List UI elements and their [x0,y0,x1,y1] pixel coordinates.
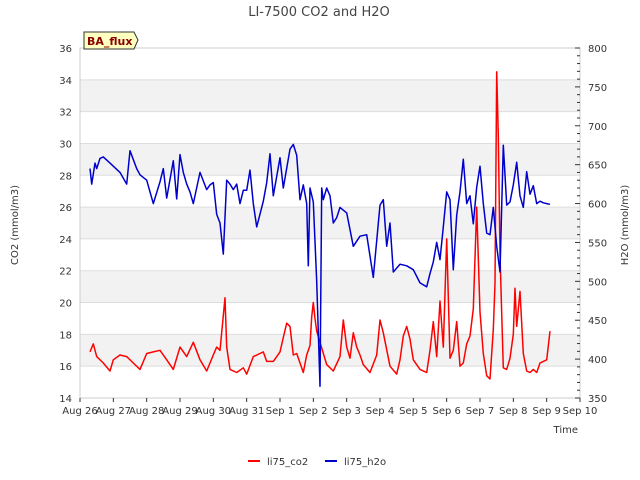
tick-label-x: Sep 10 [563,406,598,417]
left-axis: 14 16 18 20 22 24 26 28 30 32 34 36 [59,44,72,405]
tick-label-right: 450 [588,316,607,327]
band [80,79,580,112]
tick-label-x: Sep 8 [499,406,527,417]
y-axis-label-left: CO2 (mmol/m3) [10,185,21,265]
chart-title: LI-7500 CO2 and H2O [248,5,390,20]
tick-label-left: 28 [59,171,72,182]
tick-label-left: 24 [59,235,72,246]
badge: BA_flux [83,31,139,50]
tick-label-x: Sep 7 [466,406,494,417]
x-axis-label: Time [553,425,578,436]
tick-label-right: 550 [588,238,607,249]
background-bands [80,79,580,367]
tick-label-right: 600 [588,200,607,211]
right-axis: 350 400 450 500 550 600 650 700 750 800 [575,44,607,405]
tick-label-x: Sep 4 [366,406,394,417]
tick-label-x: Aug 30 [196,406,231,417]
tick-label-left: 14 [59,394,72,405]
tick-label-right: 800 [588,44,607,55]
tick-label-x: Aug 29 [162,406,197,417]
tick-label-right: 650 [588,161,607,172]
tick-label-x: Aug 26 [62,406,97,417]
tick-label-x: Sep 5 [399,406,427,417]
tick-label-x: Sep 2 [299,406,327,417]
tick-label-right: 500 [588,277,607,288]
tick-label-right: 700 [588,122,607,133]
tick-label-x: Aug 31 [229,406,264,417]
series-lines [89,71,551,388]
tick-label-x: Sep 1 [266,406,294,417]
tick-label-left: 34 [59,76,72,87]
tick-label-x: Sep 6 [432,406,460,417]
tick-label-right: 400 [588,355,607,366]
band [80,270,580,303]
plot-frame [79,47,581,399]
y-axis-label-right: H2O (mmol/m3) [620,185,631,266]
tick-label-x: Sep 3 [332,406,360,417]
band [80,207,580,239]
badge-text: BA_flux [87,35,132,48]
tick-label-left: 30 [59,139,72,150]
tick-label-left: 18 [59,330,72,341]
tick-label-left: 20 [59,299,72,310]
tick-label-right: 750 [588,83,607,94]
legend-label-li75_h2o: li75_h2o [344,457,386,468]
tick-label-left: 22 [59,267,72,278]
tick-label-left: 16 [59,362,72,373]
tick-label-left: 36 [59,44,72,55]
tick-label-left: 32 [59,108,72,119]
series-line-li75_h2o [89,143,551,388]
legend: li75_co2 li75_h2o [248,457,386,468]
band [80,334,580,367]
series-line-li75_co2 [89,71,551,380]
legend-label-li75_co2: li75_co2 [267,457,308,468]
tick-label-x: Aug 27 [96,406,131,417]
tick-label-right: 350 [588,394,607,405]
tick-label-x: Sep 9 [532,406,560,417]
tick-label-x: Aug 28 [129,406,164,417]
badge-shape [83,31,139,50]
tick-label-left: 26 [59,203,72,214]
